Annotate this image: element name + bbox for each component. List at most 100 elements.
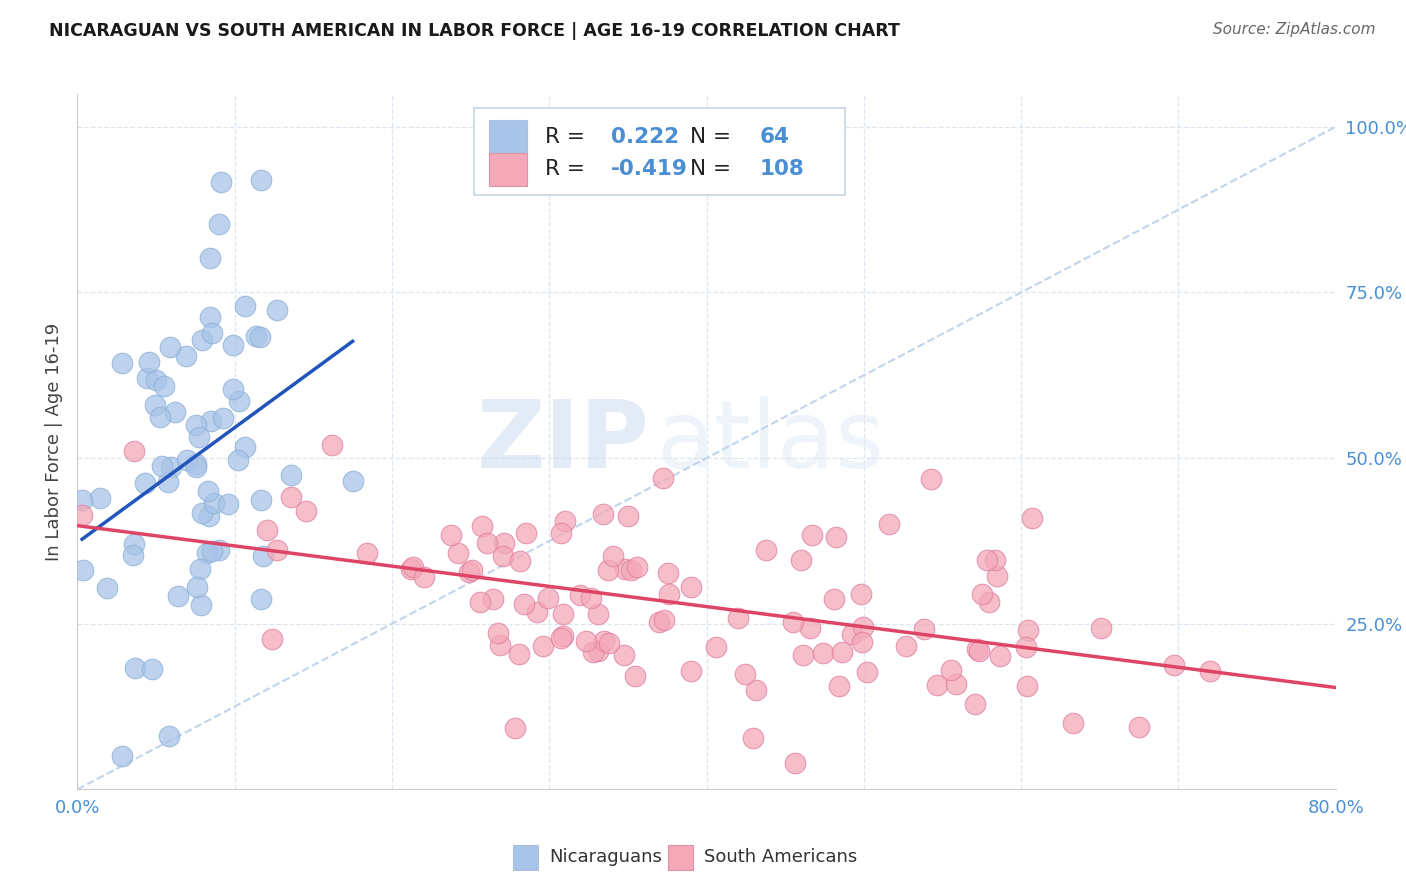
Text: R =: R =	[546, 160, 592, 179]
Point	[245, 329, 267, 343]
FancyBboxPatch shape	[474, 108, 845, 194]
Point	[742, 731, 765, 745]
Point	[440, 528, 463, 542]
Point	[598, 636, 620, 650]
Point	[150, 459, 173, 474]
Point	[356, 546, 378, 560]
Point	[167, 590, 190, 604]
Point	[602, 549, 624, 563]
Point	[122, 537, 145, 551]
Point	[70, 508, 93, 522]
Point	[122, 443, 145, 458]
Point	[280, 490, 302, 504]
Point	[574, 633, 596, 648]
Point	[657, 566, 679, 580]
Point	[198, 310, 221, 325]
Point	[652, 471, 675, 485]
Point	[191, 507, 214, 521]
Text: N =: N =	[690, 127, 738, 147]
Point	[486, 625, 509, 640]
Point	[233, 299, 256, 313]
Point	[321, 438, 343, 452]
Point	[124, 661, 146, 675]
Point	[581, 645, 603, 659]
Point	[153, 379, 176, 393]
Point	[492, 549, 515, 564]
Point	[586, 607, 609, 621]
Point	[620, 563, 643, 577]
Point	[598, 563, 620, 577]
Point	[704, 640, 727, 654]
Point	[658, 587, 681, 601]
Text: atlas: atlas	[657, 395, 884, 488]
Point	[912, 623, 935, 637]
Point	[217, 497, 239, 511]
Point	[143, 398, 166, 412]
Point	[508, 647, 530, 661]
Point	[894, 639, 917, 653]
Point	[727, 610, 749, 624]
Point	[626, 560, 648, 574]
Point	[551, 607, 574, 621]
Point	[986, 569, 1008, 583]
Point	[72, 563, 94, 577]
Point	[226, 453, 249, 467]
Point	[447, 546, 470, 560]
Bar	[489, 153, 527, 186]
Point	[925, 678, 948, 692]
Point	[209, 175, 232, 189]
Point	[266, 303, 288, 318]
Point	[823, 591, 845, 606]
Point	[977, 595, 1000, 609]
Text: South Americans: South Americans	[704, 848, 858, 866]
Text: R =: R =	[546, 127, 592, 147]
Point	[877, 516, 900, 531]
Point	[176, 453, 198, 467]
Point	[831, 645, 853, 659]
Point	[824, 530, 846, 544]
Text: Nicaraguans: Nicaraguans	[550, 848, 662, 866]
Point	[492, 536, 515, 550]
Point	[569, 588, 592, 602]
Point	[828, 679, 851, 693]
Point	[984, 553, 1007, 567]
Point	[851, 635, 873, 649]
Text: Source: ZipAtlas.com: Source: ZipAtlas.com	[1212, 22, 1375, 37]
Point	[592, 634, 614, 648]
Point	[188, 562, 211, 576]
Point	[849, 587, 872, 601]
Point	[799, 621, 821, 635]
Text: 64: 64	[759, 127, 789, 147]
Text: NICARAGUAN VS SOUTH AMERICAN IN LABOR FORCE | AGE 16-19 CORRELATION CHART: NICARAGUAN VS SOUTH AMERICAN IN LABOR FO…	[49, 22, 900, 40]
Point	[1198, 664, 1220, 678]
Text: ZIP: ZIP	[477, 395, 650, 488]
Point	[550, 526, 572, 541]
Point	[489, 639, 512, 653]
Point	[233, 440, 256, 454]
Text: N =: N =	[690, 160, 738, 179]
Point	[266, 543, 288, 558]
Point	[967, 644, 990, 658]
Point	[190, 598, 212, 612]
Point	[1062, 716, 1084, 731]
Point	[402, 559, 425, 574]
Point	[134, 475, 156, 490]
Point	[184, 418, 207, 433]
Point	[613, 562, 636, 576]
Point	[186, 580, 208, 594]
Point	[970, 587, 993, 601]
Point	[1021, 511, 1043, 525]
Point	[553, 629, 575, 643]
Bar	[489, 120, 527, 153]
Point	[468, 595, 491, 609]
Point	[734, 666, 756, 681]
Point	[616, 509, 638, 524]
Point	[586, 644, 609, 658]
Point	[198, 509, 221, 524]
Point	[399, 562, 422, 576]
Point	[110, 749, 132, 764]
Point	[256, 523, 278, 537]
Point	[197, 484, 219, 499]
Point	[342, 474, 364, 488]
Point	[755, 542, 778, 557]
